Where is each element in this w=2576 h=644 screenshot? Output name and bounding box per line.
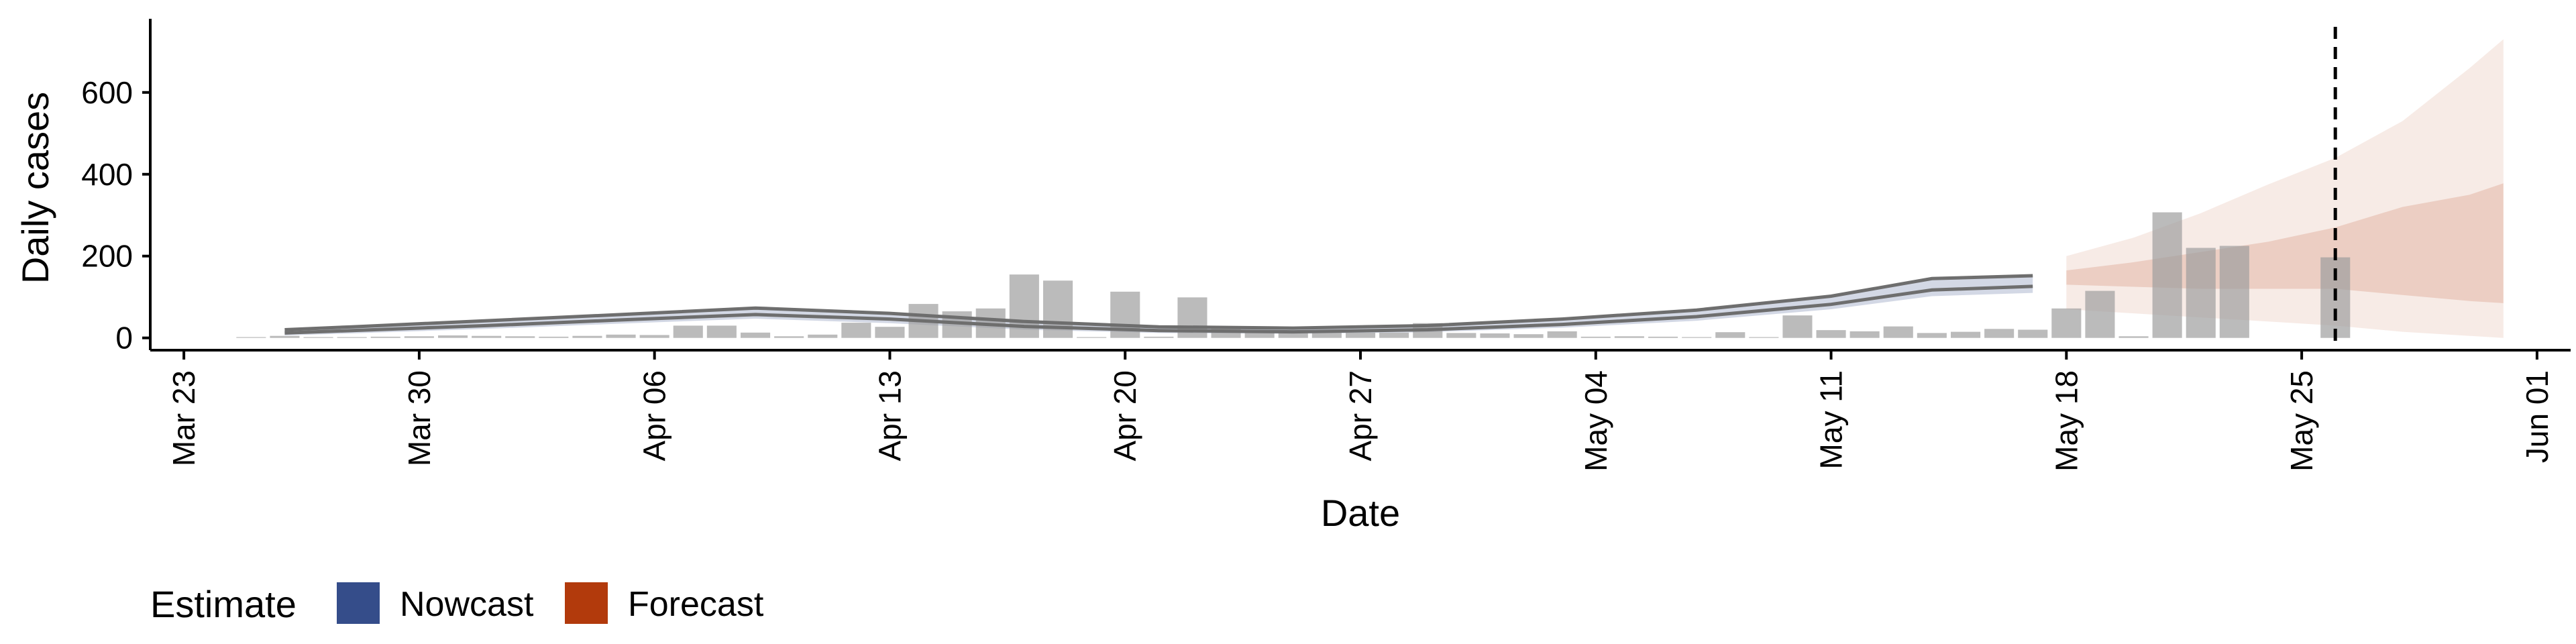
reported-case-bar — [673, 325, 703, 338]
reported-case-bar — [1513, 334, 1544, 338]
reported-case-bar — [706, 325, 737, 338]
reported-case-bar — [1614, 336, 1644, 338]
reported-case-bar — [1480, 333, 1510, 338]
reported-case-bar — [1816, 330, 1846, 338]
y-tick-label: 400 — [81, 157, 133, 192]
reported-case-bar — [1346, 332, 1376, 338]
reported-case-bar — [270, 335, 300, 338]
reported-case-bar — [1682, 337, 1712, 338]
reported-case-bar — [572, 335, 602, 338]
reported-case-bar — [1749, 337, 1779, 338]
reported-case-bar — [236, 337, 266, 338]
reported-case-bar — [303, 337, 333, 338]
reported-case-bar — [1547, 331, 1577, 338]
reported-case-bar — [472, 335, 502, 338]
reported-case-bar — [2219, 246, 2249, 338]
reported-case-bar — [1311, 331, 1342, 338]
legend-title: Estimate — [150, 583, 297, 625]
reported-case-bar — [1244, 332, 1275, 338]
x-tick-label: May 25 — [2284, 370, 2319, 472]
y-tick-label: 0 — [115, 321, 133, 356]
reported-case-bar — [337, 337, 367, 338]
legend-label-nowcast: Nowcast — [400, 585, 534, 624]
y-tick-label: 600 — [81, 75, 133, 110]
x-axis-title: Date — [1321, 492, 1400, 534]
reported-case-bar — [2186, 248, 2216, 338]
reported-case-bar — [1144, 336, 1174, 338]
reported-case-bar — [1883, 326, 1913, 338]
x-tick-label: Apr 13 — [872, 370, 907, 462]
reported-case-bar — [639, 335, 669, 338]
reported-case-bar — [2085, 290, 2115, 338]
x-tick-label: Apr 27 — [1343, 370, 1378, 462]
reported-case-bar — [875, 327, 905, 338]
reported-case-bar — [1715, 332, 1746, 338]
reported-case-bar — [2118, 336, 2149, 338]
x-tick-label: Apr 20 — [1108, 370, 1142, 462]
legend: Estimate Nowcast Forecast — [150, 582, 764, 625]
reported-case-bar — [2018, 329, 2048, 338]
legend-label-forecast: Forecast — [628, 585, 764, 624]
reported-case-bar — [1917, 333, 1947, 338]
reported-case-bar — [1984, 329, 2015, 338]
x-tick-label: May 11 — [1814, 370, 1849, 469]
nowcast-band — [284, 276, 2033, 335]
reported-case-bar — [539, 336, 569, 338]
reported-case-bar — [1580, 336, 1611, 338]
reported-case-bar — [404, 336, 434, 338]
y-axis-ticks: 0 200 400 600 — [81, 75, 150, 356]
x-tick-label: May 04 — [1578, 370, 1613, 472]
reported-case-bar — [2152, 212, 2182, 338]
legend-swatch-forecast — [565, 582, 608, 624]
x-tick-label: Mar 23 — [166, 370, 201, 466]
reported-case-bar — [841, 323, 871, 338]
reported-case-bar — [1849, 331, 1880, 338]
y-axis-title: Daily cases — [14, 92, 56, 284]
reported-case-bar — [1278, 332, 1308, 338]
x-tick-label: May 18 — [2049, 370, 2084, 472]
nowcast-lines — [284, 274, 2033, 335]
reported-case-bar — [1446, 333, 1477, 338]
reported-case-bar — [370, 336, 400, 338]
nowcast-upper-line — [284, 274, 2033, 331]
reported-case-bar — [741, 332, 771, 338]
reported-case-bar — [1379, 332, 1409, 338]
reported-case-bar — [808, 334, 838, 338]
reported-case-bar — [438, 335, 468, 338]
reported-case-bar — [606, 334, 636, 338]
reported-case-bar — [2051, 308, 2082, 338]
nowcast-median-line — [284, 284, 2033, 335]
reported-case-bar — [774, 336, 804, 338]
reported-case-bar — [1648, 336, 1678, 338]
y-tick-label: 200 — [81, 239, 133, 274]
reported-case-bar — [1782, 315, 1813, 338]
legend-swatch-nowcast — [337, 582, 380, 624]
reported-case-bar — [1077, 337, 1107, 338]
x-tick-label: Jun 01 — [2520, 370, 2555, 463]
x-tick-label: Mar 30 — [402, 370, 437, 466]
x-axis-ticks: Mar 23 Mar 30 Apr 06 Apr 13 Apr 20 Apr 27 May … — [166, 350, 2555, 472]
reported-case-bar — [1951, 331, 1981, 338]
reported-case-bar — [505, 336, 535, 338]
x-tick-label: Apr 06 — [637, 370, 672, 462]
